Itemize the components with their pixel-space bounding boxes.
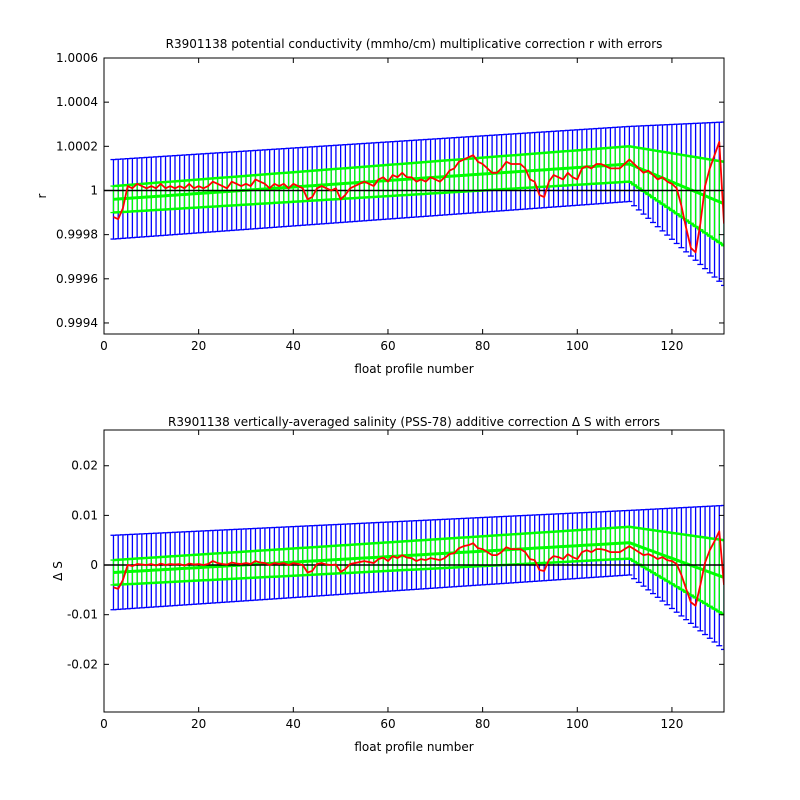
- y-axis-label: Δ S: [51, 561, 65, 581]
- x-tick-label: 40: [286, 339, 301, 353]
- x-axis-label: float profile number: [354, 362, 473, 376]
- chart-title: R3901138 potential conductivity (mmho/cm…: [166, 37, 663, 51]
- y-tick-label: 1: [90, 183, 98, 197]
- x-tick-label: 20: [191, 717, 206, 731]
- y-tick-label: 0.9996: [56, 272, 98, 286]
- axes-box: [103, 57, 725, 335]
- y-axis-label: r: [35, 193, 49, 198]
- inner-upper-bound-line: [113, 145, 724, 188]
- x-tick-label: 100: [566, 717, 589, 731]
- y-tick-label: 0.9994: [56, 316, 98, 330]
- chart-title: R3901138 vertically-averaged salinity (P…: [168, 415, 660, 429]
- x-tick-label: 0: [100, 717, 108, 731]
- y-tick-label: 0.02: [71, 459, 98, 473]
- y-tick-label: 1.0006: [56, 51, 98, 65]
- y-tick-label: 0: [90, 558, 98, 572]
- x-tick-label: 0: [100, 339, 108, 353]
- y-tick-label: -0.02: [67, 657, 98, 671]
- inner-lower-bound-line: [113, 180, 724, 247]
- plot-area: [104, 121, 724, 287]
- x-tick-label: 20: [191, 339, 206, 353]
- x-tick-label: 100: [566, 339, 589, 353]
- y-tick-label: 1.0002: [56, 139, 98, 153]
- x-axis-label: float profile number: [354, 740, 473, 754]
- inner-upper-bound-line: [113, 525, 724, 562]
- fit-line: [113, 162, 724, 206]
- x-tick-label: 40: [286, 717, 301, 731]
- fit-line: [113, 541, 724, 579]
- axes-box: [103, 429, 725, 713]
- salinity-correction-chart: 0 20 40 60 80 100 120 -0.02 -0.01 0 0.01 0.02 R39011…: [51, 415, 725, 754]
- x-tick-label: 60: [380, 339, 395, 353]
- plot-area: [104, 504, 724, 651]
- x-tick-label: 80: [475, 339, 490, 353]
- y-tick-label: 0.01: [71, 508, 98, 522]
- x-tick-label: 120: [660, 717, 683, 731]
- conductivity-correction-chart: 0 20 40 60 80 100 120 0.9994 0.9996 0.9998 1 1.0002…: [35, 37, 725, 376]
- inner-lower-bound-line: [113, 557, 724, 616]
- x-tick-label: 120: [660, 339, 683, 353]
- correction-series-line: [113, 530, 724, 607]
- x-tick-label: 60: [380, 717, 395, 731]
- y-tick-label: 1.0004: [56, 95, 98, 109]
- y-tick-label: 0.9998: [56, 228, 98, 242]
- correction-series-line: [113, 141, 724, 254]
- x-tick-label: 80: [475, 717, 490, 731]
- y-tick-label: -0.01: [67, 608, 98, 622]
